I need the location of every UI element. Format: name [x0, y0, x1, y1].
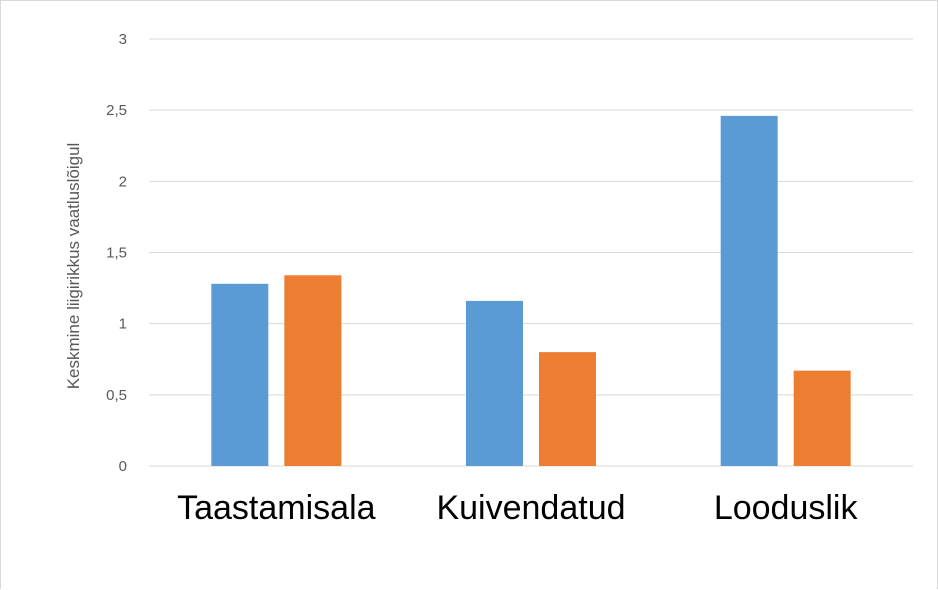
y-tick-label: 2,5 [106, 102, 127, 119]
x-axis-categories: Taastamisala Kuivendatud Looduslik [177, 489, 858, 527]
bar [211, 283, 269, 466]
bar [466, 300, 523, 466]
bar [284, 275, 342, 466]
gridlines [149, 38, 913, 467]
bar [720, 115, 778, 467]
y-tick-label: 0,5 [106, 387, 127, 404]
y-axis-title: Keskmine liigirikkus vaatluslõigul [64, 143, 83, 390]
x-category-label: Looduslik [714, 489, 859, 527]
y-tick-label: 1 [119, 316, 127, 333]
y-tick-label: 0 [119, 458, 127, 475]
y-tick-label: 3 [119, 31, 127, 48]
bar [793, 370, 851, 466]
y-tick-label: 2 [119, 173, 127, 190]
y-tick-label: 1,5 [106, 245, 127, 262]
bars [211, 115, 851, 467]
x-category-label: Kuivendatud [436, 489, 625, 527]
y-axis-ticks: 0 0,5 1 1,5 2 2,5 3 [106, 31, 127, 475]
x-category-label: Taastamisala [177, 489, 376, 527]
bar [539, 352, 596, 466]
